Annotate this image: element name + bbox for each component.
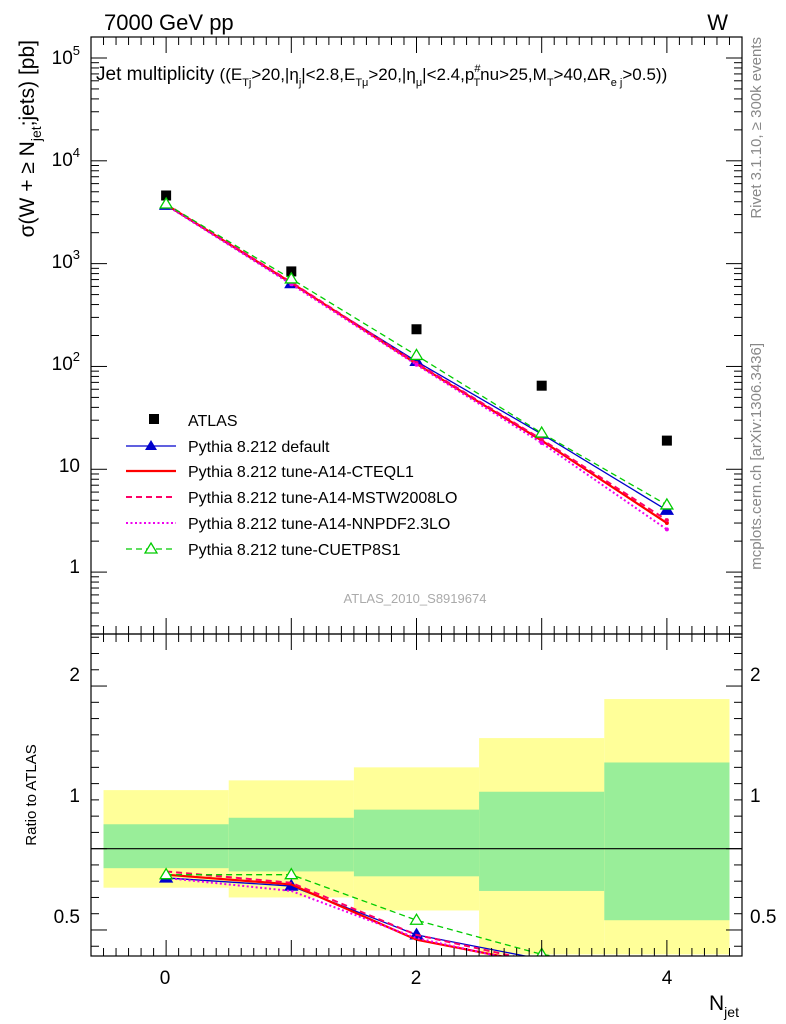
legend-label-atlas: ATLAS bbox=[188, 413, 238, 430]
ratio-y-tick-label-right-0.5: 0.5 bbox=[750, 907, 776, 928]
ratio-y-tick-label-0.5: 0.5 bbox=[54, 907, 80, 928]
atlas-point-0 bbox=[161, 190, 172, 201]
legend-marker-default bbox=[145, 440, 157, 450]
header-left: 7000 GeV pp bbox=[104, 10, 234, 35]
atlas-point-4 bbox=[661, 435, 672, 446]
y-tick-label-1: 1 bbox=[69, 557, 80, 578]
x-tick-label-2: 2 bbox=[411, 968, 422, 989]
uncertainty-band-green-0 bbox=[103, 824, 229, 869]
watermark: ATLAS_2010_S8919674 bbox=[344, 591, 487, 606]
mcplots-label: mcplots.cern.ch [arXiv:1306.3436] bbox=[748, 343, 765, 570]
legend-label-cuetp8s1: Pythia 8.212 tune-CUETP8S1 bbox=[188, 542, 401, 559]
ratio-line-pythia-8-212-tune-a14-mstw2008lo bbox=[166, 870, 517, 956]
series-line-pythia-8-212-tune-a14-mstw2008lo bbox=[165, 203, 668, 521]
y-tick-label-10000: 104 bbox=[52, 145, 80, 171]
y-axis-label: σ(W + ≥ Njet;jets) [pb] bbox=[16, 40, 44, 237]
series-point-pythia-8-212-tune-a14-nnpdf2-3lo-2 bbox=[414, 362, 419, 367]
ratio-panel-ticks bbox=[91, 634, 742, 956]
header-right: W bbox=[707, 10, 728, 35]
rivet-label: Rivet 3.1.10, ≥ 300k events bbox=[748, 37, 765, 219]
series-marker-pythia-8-212-tune-cuetp8s1-1 bbox=[284, 271, 299, 284]
legend-label-default: Pythia 8.212 default bbox=[188, 439, 330, 456]
ratio-marker-pythia-8-212-tune-cuetp8s1-2 bbox=[409, 912, 424, 925]
series-marker-pythia-8-212-tune-cuetp8s1-4 bbox=[659, 497, 675, 510]
y-tick-label-100000: 105 bbox=[52, 43, 80, 69]
ratio-marker-pythia-8-212-tune-cuetp8s1-0 bbox=[158, 867, 174, 880]
atlas-point-1 bbox=[286, 266, 297, 277]
main-panel-marks bbox=[158, 190, 675, 532]
series-marker-pythia-8-212-tune-cuetp8s1-0 bbox=[158, 196, 174, 209]
y-tick-label-100: 102 bbox=[52, 349, 80, 375]
ratio-y-tick-label-2: 2 bbox=[69, 665, 80, 686]
ratio-y-tick-label-1: 1 bbox=[69, 786, 80, 807]
main-panel: 1 10 102 103 104 105 Jet multiplicity ((… bbox=[16, 36, 743, 635]
uncertainty-band-green-2 bbox=[353, 809, 480, 877]
ratio-panel: 0.5 1 2 0.5 1 2 0 2 4 Ratio to ATLAS Nje… bbox=[23, 633, 776, 1020]
ratio-y-tick-label-right-1: 1 bbox=[750, 786, 761, 807]
series-point-pythia-8-212-tune-a14-nnpdf2-3lo-4 bbox=[664, 527, 669, 532]
atlas-point-2 bbox=[411, 324, 422, 335]
chart-title: Jet multiplicity ((ETj>20,|ηj|<2.8,ETμ>2… bbox=[96, 63, 667, 89]
legend: ATLAS Pythia 8.212 default Pythia 8.212 … bbox=[126, 413, 457, 559]
series-point-pythia-8-212-tune-a14-cteql1-4 bbox=[664, 521, 669, 526]
uncertainty-band-green-4 bbox=[604, 762, 730, 921]
legend-label-cteql1: Pythia 8.212 tune-A14-CTEQL1 bbox=[188, 464, 414, 481]
ratio-y-tick-label-right-2: 2 bbox=[750, 665, 761, 686]
series-point-pythia-8-212-tune-a14-nnpdf2-3lo-3 bbox=[539, 441, 544, 446]
y-tick-label-1000: 103 bbox=[52, 247, 80, 273]
series-point-pythia-8-212-tune-a14-mstw2008lo-4 bbox=[664, 518, 669, 523]
ratio-line-pythia-8-212-tune-cuetp8s1 bbox=[166, 874, 558, 956]
legend-marker-cuetp8s1 bbox=[143, 541, 159, 554]
uncertainty-band-green-1 bbox=[228, 817, 354, 872]
x-tick-label-4: 4 bbox=[662, 968, 673, 989]
series-marker-pythia-8-212-tune-cuetp8s1-3 bbox=[534, 425, 549, 438]
main-panel-ticks bbox=[91, 37, 742, 634]
ratio-y-axis-label: Ratio to ATLAS bbox=[23, 744, 40, 845]
ratio-line-pythia-8-212-tune-a14-cteql1 bbox=[166, 873, 506, 956]
y-tick-label-10: 10 bbox=[59, 456, 80, 477]
legend-label-nnpdf: Pythia 8.212 tune-A14-NNPDF2.3LO bbox=[188, 516, 450, 533]
legend-symbol-atlas bbox=[149, 414, 159, 424]
x-axis-label: Njet bbox=[709, 992, 739, 1020]
ratio-panel-marks bbox=[91, 699, 742, 956]
legend-label-mstw: Pythia 8.212 tune-A14-MSTW2008LO bbox=[188, 490, 457, 507]
series-line-pythia-8-212-tune-a14-nnpdf2-3lo bbox=[165, 204, 668, 531]
uncertainty-band-green-3 bbox=[479, 791, 605, 891]
x-tick-label-0: 0 bbox=[160, 968, 171, 989]
ratio-marker-pythia-8-212-tune-cuetp8s1-1 bbox=[284, 867, 299, 880]
series-marker-pythia-8-212-tune-cuetp8s1-2 bbox=[409, 348, 424, 361]
series-point-pythia-8-212-tune-a14-mstw2008lo-3 bbox=[539, 437, 544, 442]
atlas-point-3 bbox=[536, 380, 547, 391]
